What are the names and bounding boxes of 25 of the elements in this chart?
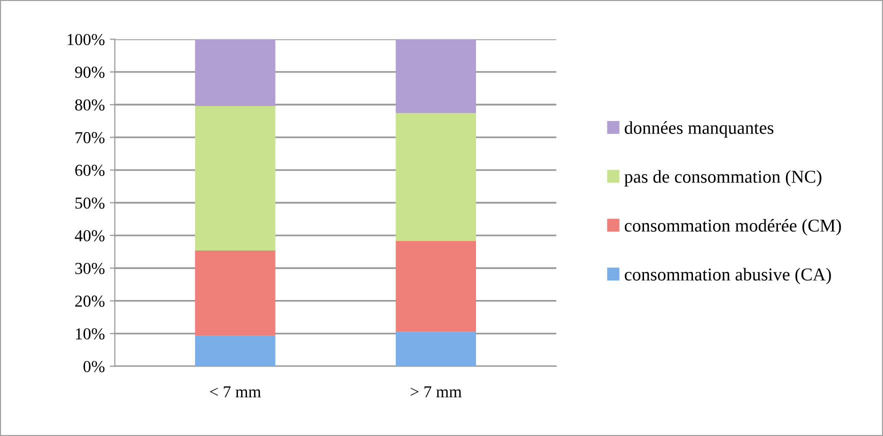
y-tick-label: 100% bbox=[68, 34, 104, 46]
y-tick-label: 40% bbox=[74, 230, 104, 242]
bar bbox=[195, 336, 276, 366]
y-tick-label: 50% bbox=[75, 197, 104, 209]
legend-label: données manquantes bbox=[624, 121, 774, 138]
bar bbox=[396, 39, 476, 114]
bar bbox=[396, 332, 476, 366]
y-tick-label: 80% bbox=[75, 99, 104, 111]
bar bbox=[396, 241, 476, 332]
y-tick-label: 10% bbox=[76, 328, 104, 340]
y-tick-label: 70% bbox=[76, 132, 104, 144]
bar bbox=[195, 250, 276, 336]
y-tick-label: 0% bbox=[83, 360, 104, 372]
bar bbox=[396, 113, 476, 241]
legend-label: pas de consommation (NC) bbox=[624, 170, 822, 186]
y-tick-label: 30% bbox=[75, 262, 104, 274]
y-tick-label: 20% bbox=[75, 296, 104, 307]
bar bbox=[195, 106, 276, 250]
y-tick-label: 90% bbox=[75, 66, 104, 78]
legend-label: consommation modérée (CM) bbox=[624, 218, 841, 236]
y-tick-label: 60% bbox=[75, 164, 104, 176]
x-tick-label: < 7 mm bbox=[210, 386, 261, 398]
legend-label: consommation abusive (CA) bbox=[624, 268, 831, 284]
x-tick-label: > 7 mm bbox=[410, 386, 462, 398]
bar bbox=[195, 39, 276, 106]
